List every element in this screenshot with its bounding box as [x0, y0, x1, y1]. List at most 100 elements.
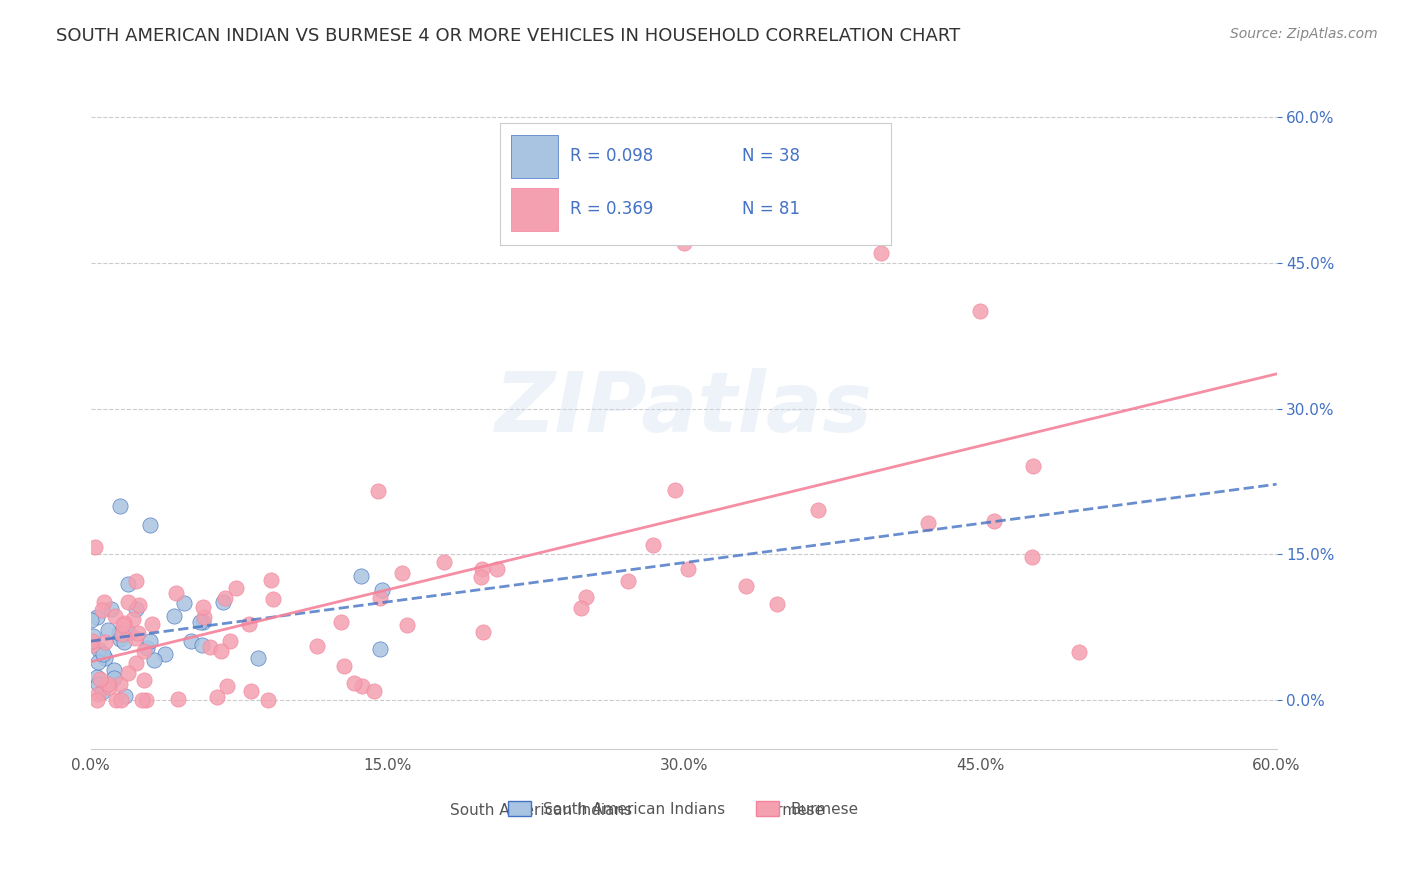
South American Indians [112, 635, 135, 649]
Burmese [486, 561, 509, 575]
Burmese [104, 693, 127, 707]
South American Indians [173, 596, 195, 610]
South American Indians [110, 499, 132, 513]
Burmese [165, 585, 187, 599]
Burmese [664, 483, 686, 497]
Burmese [132, 644, 155, 658]
Burmese [363, 684, 385, 698]
Burmese [330, 615, 353, 629]
Burmese [98, 680, 121, 694]
South American Indians [103, 664, 125, 678]
Burmese [207, 690, 229, 704]
Burmese [84, 540, 107, 554]
South American Indians [91, 647, 114, 661]
Burmese [262, 591, 284, 606]
Burmese [111, 617, 134, 632]
South American Indians [82, 628, 104, 642]
Burmese [215, 679, 238, 693]
Burmese [110, 693, 132, 707]
South American Indians [349, 569, 371, 583]
Burmese [260, 573, 283, 587]
Burmese [969, 304, 991, 318]
Burmese [141, 616, 163, 631]
Burmese [367, 484, 389, 499]
Burmese [370, 591, 392, 605]
Burmese [135, 693, 157, 707]
Burmese [82, 633, 104, 648]
Burmese [167, 691, 190, 706]
Burmese [86, 693, 108, 707]
Burmese [122, 612, 145, 626]
Burmese [770, 149, 793, 163]
Burmese [765, 597, 787, 611]
South American Indians [212, 595, 235, 609]
Burmese [575, 590, 598, 604]
Burmese [219, 634, 242, 648]
Burmese [127, 626, 149, 640]
Burmese [470, 569, 492, 583]
South American Indians [246, 651, 269, 665]
Burmese [124, 631, 146, 645]
South American Indians [86, 670, 108, 684]
South American Indians [191, 638, 214, 652]
Burmese [104, 609, 127, 624]
South American Indians [139, 634, 162, 648]
Text: ZIPatlas: ZIPatlas [495, 368, 873, 449]
Burmese [672, 236, 695, 251]
Burmese [1022, 458, 1045, 473]
Burmese [117, 595, 139, 609]
Burmese [352, 679, 374, 693]
Burmese [343, 676, 366, 690]
South American Indians [191, 615, 214, 629]
Burmese [86, 687, 108, 701]
South American Indians [368, 641, 391, 656]
South American Indians [108, 632, 131, 647]
Burmese [82, 638, 104, 652]
South American Indians [86, 610, 108, 624]
South American Indians [117, 577, 139, 591]
South American Indians [80, 613, 103, 627]
Burmese [225, 582, 247, 596]
Burmese [240, 684, 263, 698]
South American Indians [107, 626, 129, 640]
Burmese [983, 514, 1005, 528]
Burmese [117, 665, 139, 680]
Burmese [641, 538, 664, 552]
South American Indians [162, 609, 184, 624]
Burmese [110, 627, 132, 641]
Burmese [569, 600, 592, 615]
Burmese [89, 673, 111, 687]
South American Indians [87, 655, 110, 669]
Burmese [1021, 549, 1043, 564]
South American Indians [371, 582, 394, 597]
South American Indians [190, 615, 212, 629]
South American Indians [94, 651, 117, 665]
Burmese [191, 599, 214, 614]
Burmese [128, 599, 150, 613]
Burmese [90, 603, 112, 617]
South American Indians [100, 602, 122, 616]
Burmese [97, 677, 120, 691]
Text: South American Indians: South American Indians [450, 803, 633, 818]
South American Indians [87, 677, 110, 691]
Text: Source: ZipAtlas.com: Source: ZipAtlas.com [1230, 27, 1378, 41]
South American Indians [97, 623, 120, 637]
Burmese [238, 617, 260, 632]
Burmese [257, 693, 280, 707]
Burmese [807, 503, 830, 517]
Text: Burmese: Burmese [756, 803, 824, 818]
Burmese [125, 656, 148, 670]
South American Indians [135, 640, 157, 655]
Burmese [735, 579, 758, 593]
South American Indians [114, 689, 136, 703]
Burmese [870, 246, 893, 260]
Burmese [214, 591, 236, 605]
Burmese [433, 556, 456, 570]
Burmese [134, 673, 156, 687]
Burmese [333, 659, 356, 673]
Burmese [471, 562, 494, 576]
Burmese [391, 566, 413, 580]
Burmese [617, 574, 640, 589]
South American Indians [142, 653, 165, 667]
Burmese [93, 595, 115, 609]
